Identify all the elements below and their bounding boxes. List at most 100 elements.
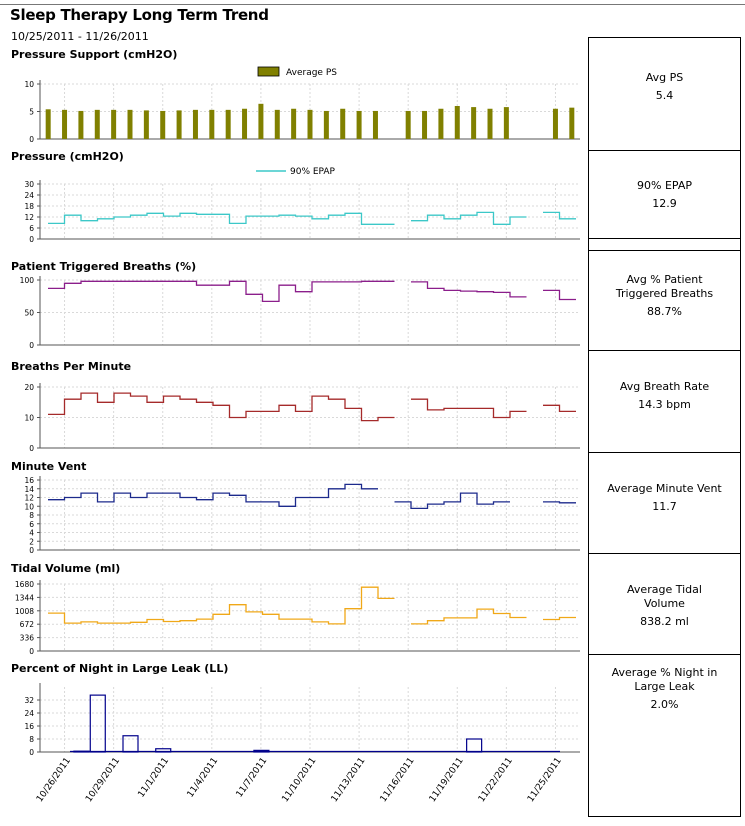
bar	[78, 110, 84, 139]
summary-value: 14.3 bpm	[638, 398, 691, 411]
bar	[160, 110, 166, 139]
chart-3: 0 50 100	[20, 276, 580, 350]
bar	[45, 109, 51, 139]
bar	[94, 109, 100, 139]
summary-box: Average % Night in Large Leak 2.0%	[588, 654, 741, 817]
y-tick-label: 0	[29, 748, 34, 757]
chart-2: 0 6 12 18 24 30 90% EPAP	[24, 167, 580, 244]
chart-title: Breaths Per Minute	[11, 360, 131, 373]
x-tick-label: 11/16/2011	[379, 756, 417, 804]
summary-value: 2.0%	[650, 698, 679, 711]
y-tick-label: 2	[29, 537, 34, 546]
summary-label: Avg PS	[645, 71, 684, 84]
chart-title: Tidal Volume (ml)	[11, 562, 120, 575]
summary-box: Avg PS 5.4	[588, 37, 741, 151]
summary-label: Average % Night in Large Leak	[611, 666, 718, 693]
y-tick-label: 1680	[15, 580, 34, 589]
bar	[127, 109, 133, 139]
bar	[356, 110, 362, 139]
bar	[111, 109, 117, 139]
bar	[62, 109, 68, 139]
summary-label: Average Tidal Volume	[627, 582, 702, 610]
chart-title: Pressure Support (cmH2O)	[11, 48, 177, 61]
bar	[225, 109, 231, 139]
y-tick-label: 0	[29, 444, 34, 453]
y-tick-label: 0	[29, 341, 34, 350]
summary-value: 838.2 ml	[640, 614, 689, 628]
bar	[274, 109, 280, 139]
chart-title: Percent of Night in Large Leak (LL)	[11, 662, 228, 675]
y-tick-label: 4	[29, 529, 34, 538]
y-tick-label: 16	[24, 722, 34, 731]
summary-value: 11.7	[652, 499, 677, 513]
x-axis-labels: 10/26/2011 10/29/2011 11/1/2011 11/4/2011 11…	[35, 756, 564, 804]
series-line	[48, 483, 576, 510]
summary-box: Average Tidal Volume 838.2 ml	[588, 553, 741, 655]
x-tick-label: 11/10/2011	[281, 756, 319, 804]
y-tick-label: 14	[24, 485, 34, 494]
y-tick-label: 30	[24, 180, 34, 189]
chart-title: Patient Triggered Breaths (%)	[11, 260, 196, 273]
y-tick-label: 672	[20, 620, 35, 629]
bar	[89, 694, 106, 753]
y-tick-label: 336	[20, 634, 35, 643]
x-tick-label: 11/22/2011	[477, 756, 515, 804]
bar	[569, 107, 575, 139]
y-tick-label: 100	[20, 276, 35, 285]
y-tick-label: 12	[24, 213, 34, 222]
bar	[438, 108, 444, 139]
summary-value: 88.7%	[647, 305, 682, 318]
legend-swatch	[257, 66, 280, 77]
date-range: 10/25/2011 - 11/26/2011	[11, 30, 149, 43]
x-tick-label: 11/25/2011	[526, 756, 564, 804]
x-tick-label: 11/1/2011	[137, 756, 172, 800]
bar	[405, 110, 411, 139]
report-title: Sleep Therapy Long Term Trend	[10, 6, 269, 24]
bar	[552, 108, 558, 139]
bar	[487, 108, 493, 139]
legend-label: Average PS	[286, 68, 337, 78]
series-line	[48, 392, 576, 422]
x-tick-label: 10/29/2011	[84, 756, 122, 804]
bar	[258, 103, 264, 139]
series-line	[48, 280, 576, 303]
bar	[209, 109, 215, 139]
y-tick-label: 6	[29, 224, 34, 233]
bar	[340, 108, 346, 139]
y-tick-label: 10	[24, 80, 34, 89]
bar	[471, 107, 477, 139]
summary-box: Avg % Patient Triggered Breaths 88.7%	[588, 238, 741, 351]
y-tick-label: 0	[29, 135, 34, 144]
y-tick-label: 1344	[15, 593, 34, 602]
chart-1: 0 5 10 Average PS	[24, 66, 580, 144]
summary-box: Average Minute Vent 11.7	[588, 452, 741, 554]
y-tick-label: 32	[24, 696, 34, 705]
x-tick-label: 11/7/2011	[235, 756, 270, 800]
y-tick-label: 10	[24, 502, 34, 511]
y-tick-label: 8	[29, 735, 34, 744]
y-tick-label: 24	[24, 191, 34, 200]
series-line	[48, 211, 576, 225]
y-tick-label: 12	[24, 494, 34, 503]
summary-label: Avg % Patient Triggered Breaths	[615, 273, 714, 300]
bar	[307, 109, 313, 139]
summary-box: Avg Breath Rate 14.3 bpm	[588, 350, 741, 453]
bar	[291, 108, 297, 139]
y-tick-label: 6	[29, 520, 34, 529]
y-tick-label: 0	[29, 546, 34, 555]
chart-title: Minute Vent	[11, 460, 86, 473]
summary-value: 12.9	[652, 197, 677, 210]
y-tick-label: 1008	[15, 607, 34, 616]
chart-title: Pressure (cmH2O)	[11, 150, 124, 163]
y-tick-label: 5	[29, 108, 34, 117]
bar	[143, 110, 149, 139]
bar	[242, 108, 248, 139]
chart-4: 0 10 20	[24, 383, 580, 453]
series-line	[48, 586, 576, 625]
y-tick-label: 50	[24, 309, 34, 318]
y-tick-label: 18	[24, 202, 34, 211]
legend-label: 90% EPAP	[290, 167, 336, 177]
bar	[503, 107, 509, 139]
